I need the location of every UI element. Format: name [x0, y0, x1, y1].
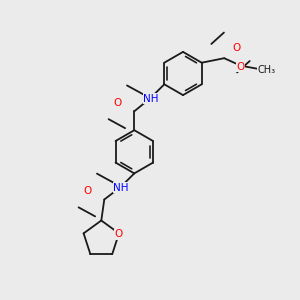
Text: NH: NH: [113, 183, 128, 193]
Text: CH₃: CH₃: [257, 65, 275, 75]
Text: O: O: [114, 98, 122, 108]
Text: O: O: [115, 230, 123, 239]
Text: O: O: [84, 187, 92, 196]
Text: NH: NH: [143, 94, 158, 104]
Text: O: O: [237, 62, 245, 72]
Text: O: O: [233, 43, 241, 53]
